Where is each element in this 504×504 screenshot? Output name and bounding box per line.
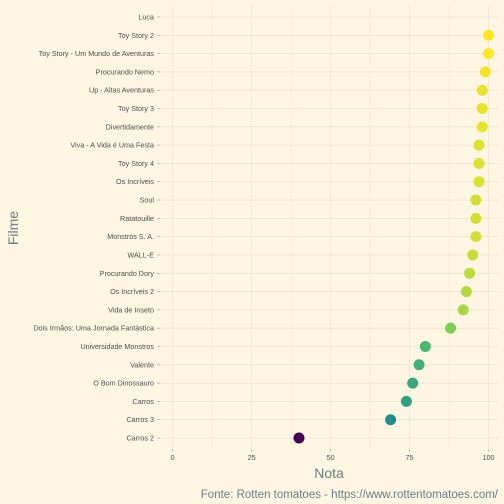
y-tick-label: Toy Story - Um Mundo de Aventuras [39, 49, 155, 58]
y-tick-label: Toy Story 4 [118, 159, 154, 168]
x-tick-label: 25 [248, 453, 256, 462]
y-tick-label: Toy Story 2 [118, 31, 154, 40]
data-point [464, 267, 476, 279]
chart-caption: Fonte: Rotten tomatoes - https://www.rot… [201, 489, 499, 501]
y-tick-label: Monstros S. A. [107, 232, 154, 241]
data-point [413, 359, 425, 371]
data-point [483, 48, 495, 60]
data-point [473, 139, 485, 151]
data-point [467, 249, 479, 261]
x-axis-title: Nota [314, 465, 344, 481]
y-tick-label: Dois Irmãos: Uma Jornada Fantástica [33, 324, 154, 333]
data-point [470, 212, 482, 224]
data-point [460, 286, 472, 298]
x-tick-label: 0 [171, 453, 175, 462]
y-tick-label: Universidade Monstros [80, 342, 154, 351]
y-tick-label: Os Incríveis 2 [110, 287, 154, 296]
y-tick-label: O Bom Dinossauro [93, 379, 154, 388]
y-tick-label: Carros 2 [126, 434, 154, 443]
data-point [419, 340, 431, 352]
data-point [385, 414, 397, 426]
y-tick-label: Procurando Nemo [96, 67, 154, 76]
data-point [483, 29, 495, 41]
y-tick-label: Ratatouille [120, 214, 154, 223]
y-tick-label: Vida de Inseto [108, 305, 154, 314]
y-tick-label: Up - Altas Aventuras [89, 86, 154, 95]
x-axis-ticks: 0 25 50 75 100 [171, 449, 495, 462]
y-tick-label: Carros 3 [126, 415, 154, 424]
x-tick-label: 100 [483, 453, 495, 462]
data-point [476, 103, 488, 115]
data-point [400, 395, 412, 407]
data-point [476, 121, 488, 133]
data-point [470, 194, 482, 206]
data-points [293, 29, 495, 444]
y-tick-label: Viva - A Vida é Uma Festa [70, 141, 154, 150]
plot-background [160, 6, 498, 449]
data-point [293, 432, 305, 444]
data-point [473, 157, 485, 169]
y-tick-label: Procurando Dory [100, 269, 155, 278]
y-tick-label: Soul [140, 196, 155, 205]
y-axis-ticks: Luca Toy Story 2 Toy Story - Um Mundo de A… [33, 12, 160, 443]
y-tick-label: Valente [130, 360, 154, 369]
data-point [445, 322, 457, 334]
data-point [470, 231, 482, 243]
data-point [473, 176, 485, 188]
grid [160, 6, 498, 449]
y-tick-label: Carros [132, 397, 154, 406]
data-point [479, 66, 491, 78]
y-tick-label: Os Incríveis [116, 177, 154, 186]
y-tick-label: WALL-E [128, 250, 155, 259]
y-tick-label: Divertidamente [106, 122, 154, 131]
x-tick-label: 50 [327, 453, 335, 462]
data-point [407, 377, 419, 389]
data-point [457, 304, 469, 316]
x-tick-label: 75 [406, 453, 414, 462]
data-point [476, 84, 488, 96]
y-tick-label: Luca [138, 12, 154, 21]
y-axis-title: Filme [5, 211, 21, 245]
y-tick-label: Toy Story 3 [118, 104, 154, 113]
